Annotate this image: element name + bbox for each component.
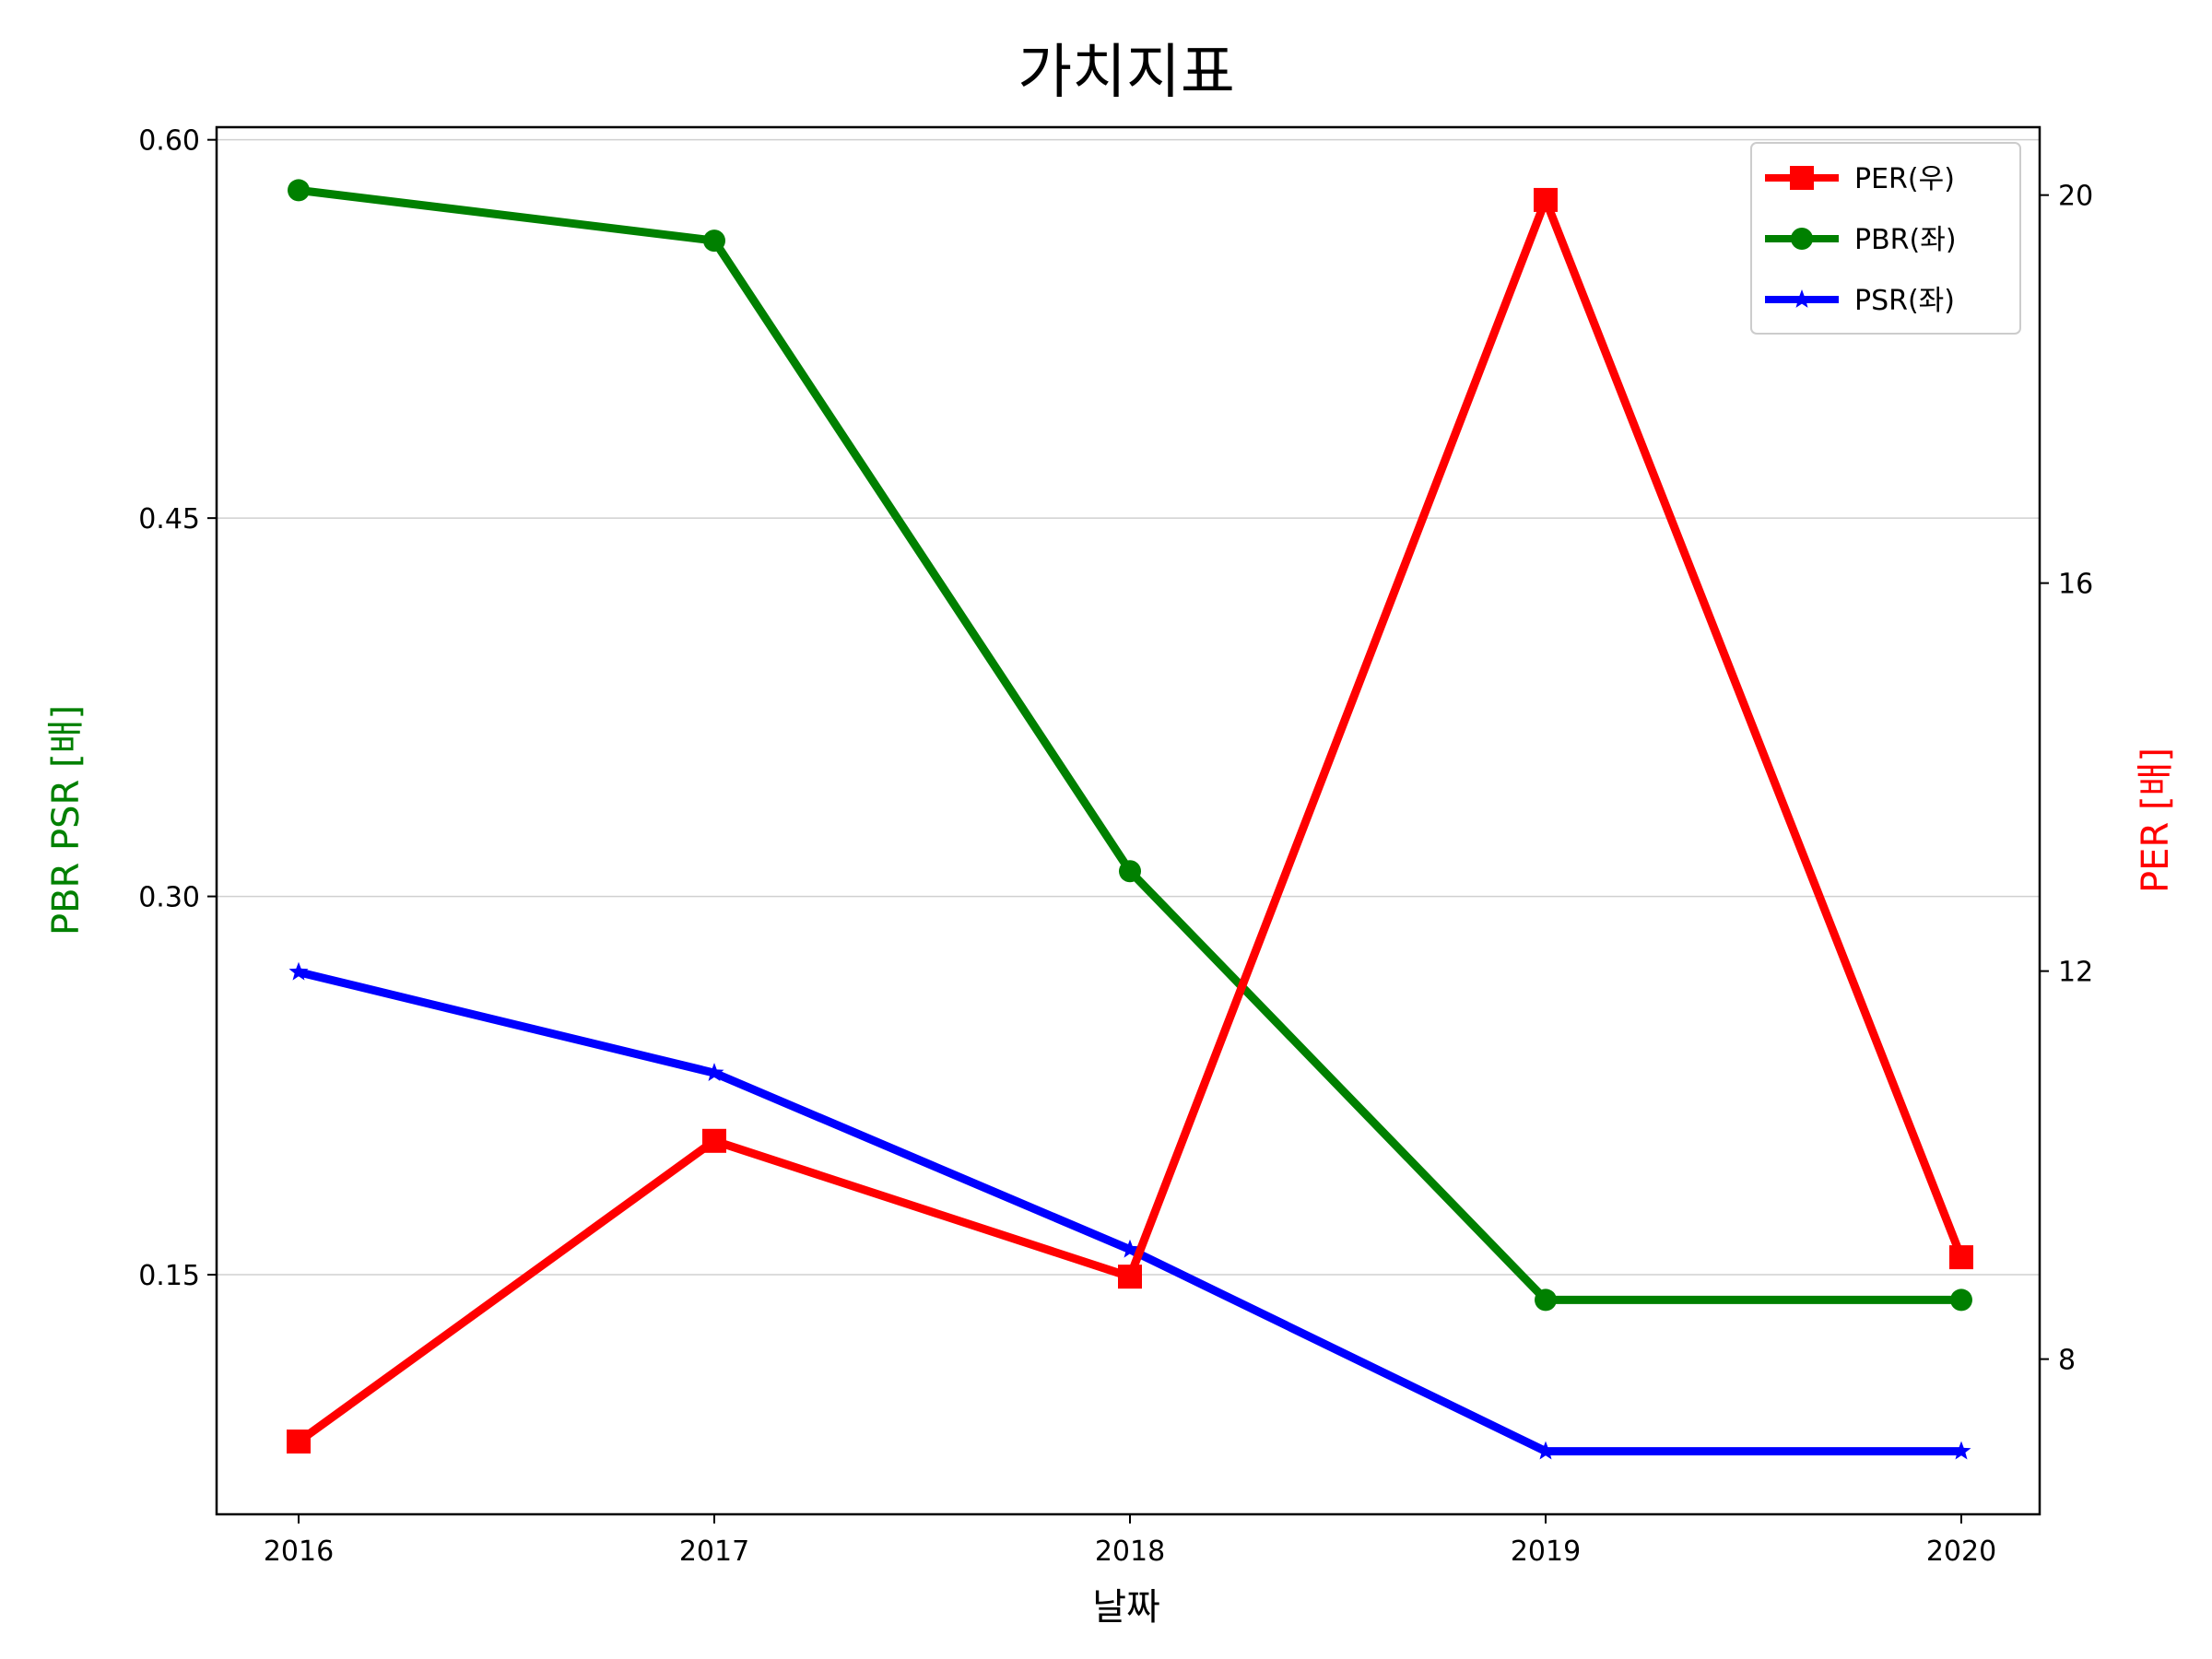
star-series-point [704, 1063, 724, 1081]
chart-title: 가치지표 [1018, 39, 1235, 107]
right-tick-label: 16 [2058, 569, 2093, 601]
legend-box [1750, 142, 2021, 335]
legend-marker [1790, 166, 1814, 190]
left-tick-label: 0.45 [138, 503, 200, 535]
star-series-point [1120, 1239, 1140, 1258]
right-tick-label: 8 [2058, 1345, 2076, 1377]
square-series-point [1534, 187, 1558, 212]
x-tick-label: 2017 [679, 1535, 749, 1568]
right-y-axis-label: PER [배] [2135, 747, 2177, 893]
legend: PER(우) PBR(좌) PSR(좌) [1750, 142, 2021, 335]
plot-frame [215, 125, 2041, 1516]
legend-entry-label: PSR(좌) [1854, 285, 1955, 317]
left-tick-label: 0.15 [138, 1260, 200, 1292]
circle-series-point [703, 229, 725, 253]
star-series-point [288, 961, 309, 981]
legend-marker [1792, 289, 1812, 308]
circle-series-point [1119, 860, 1141, 883]
series-layer [287, 179, 1973, 1460]
star-series-point [1951, 1441, 1971, 1460]
legend-entry-label: PER(우) [1854, 163, 1955, 195]
circle-series-point [1950, 1288, 1972, 1312]
x-tick-label: 2019 [1511, 1535, 1581, 1568]
legend-entry-label: PBR(좌) [1854, 224, 1957, 256]
square-series-point [702, 1128, 726, 1153]
square-series-point [1949, 1245, 1973, 1270]
square-series-point [1118, 1265, 1142, 1289]
x-tick-label: 2016 [264, 1535, 334, 1568]
circle-series-point [1535, 1288, 1557, 1312]
gridlines [217, 138, 2040, 1276]
left-tick-label: 0.30 [138, 882, 200, 914]
star-series-point [1535, 1441, 1556, 1460]
legend-marker [1791, 228, 1813, 250]
left-y-axis-label: PBR PSR [배] [45, 705, 88, 935]
axes: 0.15 0.30 0.45 0.60 8 12 16 20 2016 2017 2018 2019 2… [138, 125, 2093, 1568]
x-tick-label: 2018 [1095, 1535, 1165, 1568]
square-series-point [287, 1430, 311, 1454]
x-axis-label: 날짜 [1092, 1586, 1160, 1629]
right-tick-label: 20 [2058, 181, 2093, 213]
x-tick-label: 2020 [1926, 1535, 1996, 1568]
right-tick-label: 12 [2058, 957, 2093, 989]
circle-series-point [288, 179, 310, 202]
left-tick-label: 0.60 [138, 125, 200, 158]
